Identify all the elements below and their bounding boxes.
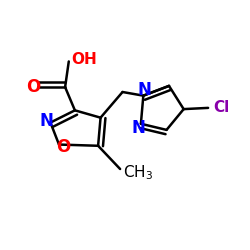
Text: Cl: Cl bbox=[213, 100, 229, 116]
Text: N: N bbox=[131, 119, 145, 137]
Text: N: N bbox=[39, 112, 53, 130]
Text: N: N bbox=[138, 81, 151, 99]
Text: OH: OH bbox=[72, 52, 98, 66]
Text: CH$_3$: CH$_3$ bbox=[122, 163, 153, 182]
Text: O: O bbox=[26, 78, 40, 96]
Text: O: O bbox=[56, 138, 70, 156]
